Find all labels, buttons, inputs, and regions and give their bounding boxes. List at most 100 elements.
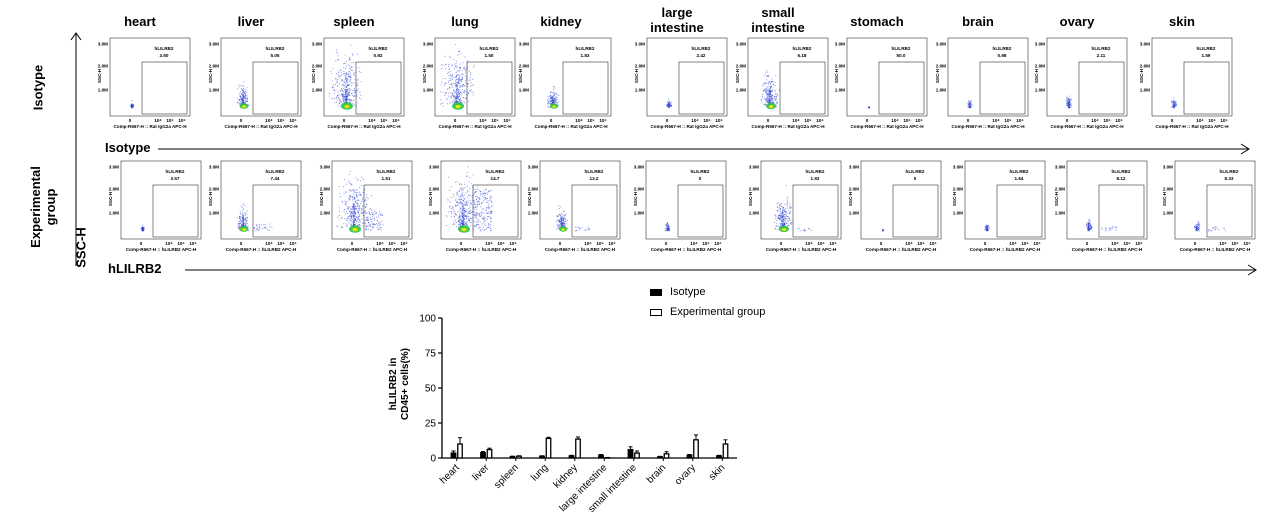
event-dot (349, 189, 351, 191)
event-dot (459, 207, 461, 209)
y-axis-label: SSC-H (518, 68, 523, 83)
event-dot (558, 208, 560, 210)
event-dot (240, 99, 242, 101)
event-dot (469, 90, 471, 92)
event-dot (358, 219, 360, 221)
event-dot (350, 73, 352, 75)
y-tick-label: 1.0M (312, 88, 322, 93)
event-dot (987, 228, 989, 231)
event-dot (761, 95, 763, 98)
event-dot (263, 223, 265, 225)
event-dot (771, 78, 773, 80)
event-dot (665, 229, 667, 231)
x-tick-label: 10⁴ (992, 118, 1000, 123)
event-dot (484, 197, 486, 199)
event-dot (466, 68, 468, 70)
event-dot (352, 208, 354, 210)
event-dot (473, 200, 475, 203)
event-dot (473, 64, 475, 66)
event-dot (238, 220, 240, 222)
event-dot (486, 218, 489, 221)
event-dot (561, 217, 563, 219)
event-dot (761, 97, 763, 99)
event-dot (343, 99, 345, 101)
event-dot (469, 211, 471, 213)
event-dot (769, 95, 771, 97)
event-dot (338, 215, 340, 217)
event-dot (450, 91, 452, 93)
event-dot (351, 195, 354, 198)
event-dot (344, 101, 346, 103)
event-dot (242, 211, 244, 213)
event-dot (456, 65, 458, 67)
x-tick-label: 10⁴ (479, 118, 487, 123)
event-dot (668, 98, 670, 100)
event-dot (340, 94, 342, 96)
event-dot (769, 87, 771, 89)
event-dot (453, 67, 456, 69)
event-dot (666, 223, 668, 225)
x-tick-label: 10⁵ (703, 118, 710, 123)
event-dot (798, 228, 800, 230)
plot-frame (846, 37, 928, 117)
event-dot (776, 104, 778, 106)
event-dot (554, 101, 557, 103)
event-dot (1067, 104, 1069, 106)
event-dot (455, 205, 457, 207)
x-tick-label: 10⁴ (690, 241, 698, 246)
event-dot (253, 227, 255, 229)
event-dot (353, 82, 355, 84)
event-dot (357, 53, 359, 55)
plot-frame (1151, 37, 1233, 117)
event-dot (767, 76, 769, 78)
event-dot (556, 97, 558, 99)
y-tick-label: 3.0M (736, 42, 746, 47)
event-dot (667, 104, 669, 107)
x-tick-label: 10⁵ (1123, 241, 1130, 246)
event-dot (353, 214, 355, 216)
x-tick-label: 0 (666, 118, 669, 123)
event-dot (356, 202, 358, 204)
event-dot (490, 206, 492, 208)
event-dot (242, 217, 244, 219)
event-dot (360, 221, 362, 223)
event-dot (461, 220, 463, 222)
experimental-flow-panel: hLILRB2 1.51 3.0M 2.0M 1.0M SSC-H 0 10⁴ 10⁵ 10⁶ Co… (319, 160, 413, 252)
event-dot (337, 216, 339, 218)
event-dot (240, 102, 242, 104)
x-axis-label: Comp-R667-H :: hLILRB2 APC-H (337, 247, 408, 252)
event-dot (449, 56, 451, 58)
event-dot (468, 181, 470, 183)
event-dot (346, 212, 349, 215)
event-dot (349, 218, 351, 220)
event-dot (362, 222, 364, 224)
event-dot (362, 212, 364, 214)
event-dot (489, 224, 491, 226)
event-dot (348, 94, 350, 96)
event-dot (352, 197, 354, 199)
isotype-flow-panel: hLILRB2 50.0 3.0M 2.0M 1.0M SSC-H 0 10⁴ 10⁵ 10⁶ Co… (834, 37, 928, 129)
event-dot (779, 215, 781, 217)
event-dot (351, 89, 353, 91)
event-dot (463, 85, 465, 87)
event-dot (482, 193, 485, 195)
event-dot (360, 208, 363, 210)
event-dot (448, 81, 450, 83)
event-dot (460, 53, 462, 55)
event-dot (345, 94, 347, 96)
event-dot (240, 221, 242, 223)
event-dot (561, 219, 563, 221)
plot-frame (109, 37, 191, 117)
event-dot (553, 101, 555, 103)
event-dot (476, 195, 478, 197)
x-tick-label: 10⁶ (1016, 118, 1023, 123)
event-dot (462, 218, 464, 220)
event-dot (467, 212, 469, 214)
event-dot (785, 217, 787, 219)
event-dot (462, 189, 464, 191)
row-label-experimental: Experimental group (28, 166, 58, 248)
event-dot (357, 224, 359, 226)
event-dot (484, 218, 486, 220)
y-tick-label: 3.0M (1055, 165, 1065, 170)
